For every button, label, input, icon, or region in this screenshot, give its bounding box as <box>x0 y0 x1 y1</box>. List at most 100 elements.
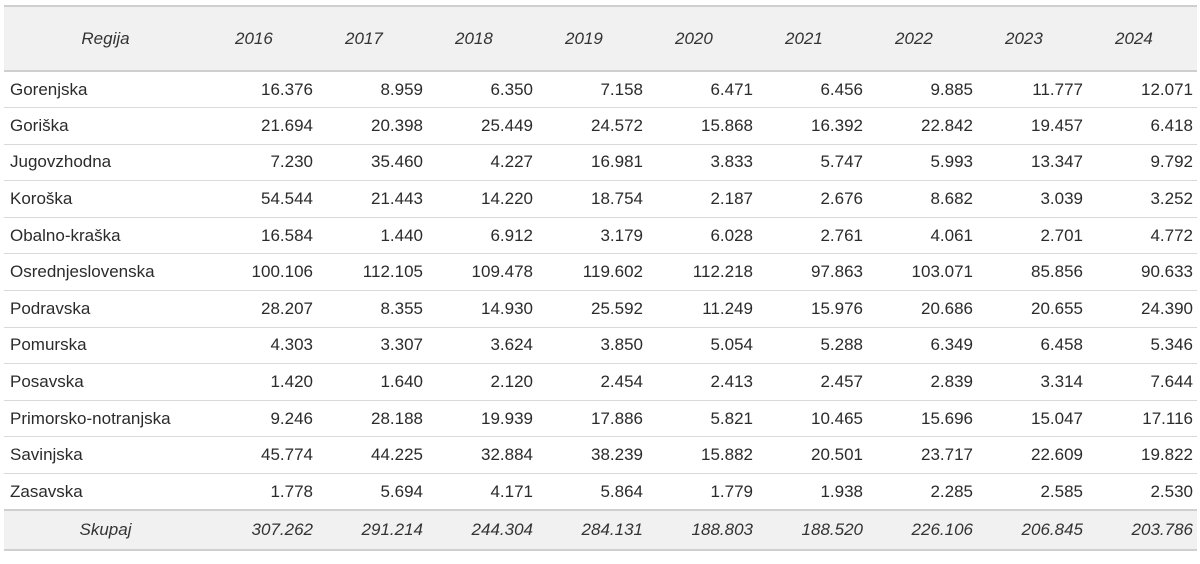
value-cell: 1.640 <box>317 363 427 401</box>
value-cell: 2.120 <box>427 363 537 401</box>
value-cell: 3.833 <box>647 144 757 182</box>
total-value-cell: 188.520 <box>757 509 867 552</box>
value-cell: 6.349 <box>867 327 977 365</box>
column-header-year: 2018 <box>427 5 537 72</box>
region-cell: Primorsko-notranjska <box>4 400 207 438</box>
value-cell: 2.187 <box>647 180 757 218</box>
value-cell: 6.458 <box>977 327 1087 365</box>
column-header-year: 2023 <box>977 5 1087 72</box>
region-cell: Obalno-kraška <box>4 217 207 255</box>
table-row: Pomurska 4.303 3.307 3.624 3.850 5.054 5.288 6.… <box>4 327 1197 365</box>
table-row: Podravska 28.207 8.355 14.930 25.592 11.249 15… <box>4 290 1197 328</box>
data-table-container: Regija 2016 2017 2018 2019 2020 2021 2022 2023 2… <box>4 5 1197 552</box>
value-cell: 97.863 <box>757 253 867 292</box>
value-cell: 16.376 <box>207 71 317 109</box>
value-cell: 9.885 <box>867 71 977 109</box>
value-cell: 2.285 <box>867 473 977 511</box>
column-header-region: Regija <box>4 5 207 72</box>
value-cell: 2.839 <box>867 363 977 401</box>
value-cell: 5.288 <box>757 327 867 365</box>
value-cell: 5.747 <box>757 144 867 182</box>
value-cell: 6.471 <box>647 71 757 109</box>
value-cell: 3.314 <box>977 363 1087 401</box>
value-cell: 2.585 <box>977 473 1087 511</box>
value-cell: 14.220 <box>427 180 537 218</box>
value-cell: 3.039 <box>977 180 1087 218</box>
value-cell: 18.754 <box>537 180 647 218</box>
total-value-cell: 203.786 <box>1087 509 1197 552</box>
value-cell: 1.938 <box>757 473 867 511</box>
value-cell: 3.850 <box>537 327 647 365</box>
header-row: Regija 2016 2017 2018 2019 2020 2021 2022 2023 2… <box>4 5 1197 72</box>
region-cell: Jugovzhodna <box>4 144 207 182</box>
column-header-year: 2022 <box>867 5 977 72</box>
column-header-year: 2017 <box>317 5 427 72</box>
total-label: Skupaj <box>4 509 207 552</box>
value-cell: 3.307 <box>317 327 427 365</box>
value-cell: 100.106 <box>207 253 317 292</box>
value-cell: 5.864 <box>537 473 647 511</box>
value-cell: 6.456 <box>757 71 867 109</box>
region-cell: Goriška <box>4 107 207 145</box>
value-cell: 22.842 <box>867 107 977 145</box>
column-header-year: 2024 <box>1087 5 1197 72</box>
value-cell: 109.478 <box>427 253 537 292</box>
value-cell: 24.390 <box>1087 290 1197 328</box>
value-cell: 4.171 <box>427 473 537 511</box>
value-cell: 6.418 <box>1087 107 1197 145</box>
table-row: Primorsko-notranjska 9.246 28.188 19.939 17.… <box>4 400 1197 438</box>
value-cell: 7.644 <box>1087 363 1197 401</box>
value-cell: 90.633 <box>1087 253 1197 292</box>
value-cell: 25.592 <box>537 290 647 328</box>
region-cell: Savinjska <box>4 436 207 475</box>
value-cell: 11.249 <box>647 290 757 328</box>
value-cell: 3.252 <box>1087 180 1197 218</box>
value-cell: 5.346 <box>1087 327 1197 365</box>
value-cell: 6.912 <box>427 217 537 255</box>
value-cell: 8.959 <box>317 71 427 109</box>
value-cell: 20.398 <box>317 107 427 145</box>
value-cell: 16.584 <box>207 217 317 255</box>
table-row: Zasavska 1.778 5.694 4.171 5.864 1.779 1.938 2.… <box>4 473 1197 511</box>
total-value-cell: 284.131 <box>537 509 647 552</box>
value-cell: 5.694 <box>317 473 427 511</box>
value-cell: 4.303 <box>207 327 317 365</box>
value-cell: 112.218 <box>647 253 757 292</box>
value-cell: 21.443 <box>317 180 427 218</box>
value-cell: 14.930 <box>427 290 537 328</box>
value-cell: 32.884 <box>427 436 537 475</box>
total-value-cell: 291.214 <box>317 509 427 552</box>
value-cell: 17.886 <box>537 400 647 438</box>
value-cell: 5.821 <box>647 400 757 438</box>
value-cell: 15.976 <box>757 290 867 328</box>
region-cell: Koroška <box>4 180 207 218</box>
value-cell: 15.868 <box>647 107 757 145</box>
value-cell: 1.778 <box>207 473 317 511</box>
value-cell: 2.701 <box>977 217 1087 255</box>
total-value-cell: 206.845 <box>977 509 1087 552</box>
value-cell: 8.355 <box>317 290 427 328</box>
total-value-cell: 188.803 <box>647 509 757 552</box>
value-cell: 2.761 <box>757 217 867 255</box>
value-cell: 19.457 <box>977 107 1087 145</box>
value-cell: 20.686 <box>867 290 977 328</box>
value-cell: 15.696 <box>867 400 977 438</box>
region-cell: Gorenjska <box>4 71 207 109</box>
value-cell: 3.624 <box>427 327 537 365</box>
column-header-year: 2016 <box>207 5 317 72</box>
value-cell: 2.676 <box>757 180 867 218</box>
table-row: Savinjska 45.774 44.225 32.884 38.239 15.882 2… <box>4 436 1197 475</box>
table-header: Regija 2016 2017 2018 2019 2020 2021 2022 2023 2… <box>4 5 1197 72</box>
value-cell: 6.350 <box>427 71 537 109</box>
value-cell: 19.939 <box>427 400 537 438</box>
value-cell: 15.047 <box>977 400 1087 438</box>
value-cell: 2.530 <box>1087 473 1197 511</box>
value-cell: 119.602 <box>537 253 647 292</box>
value-cell: 21.694 <box>207 107 317 145</box>
total-value-cell: 307.262 <box>207 509 317 552</box>
value-cell: 10.465 <box>757 400 867 438</box>
table-row: Posavska 1.420 1.640 2.120 2.454 2.413 2.457 2.… <box>4 363 1197 401</box>
table-row: Osrednjeslovenska 100.106 112.105 109.478 11… <box>4 253 1197 292</box>
table-row: Jugovzhodna 7.230 35.460 4.227 16.981 3.833 5.… <box>4 144 1197 182</box>
value-cell: 6.028 <box>647 217 757 255</box>
